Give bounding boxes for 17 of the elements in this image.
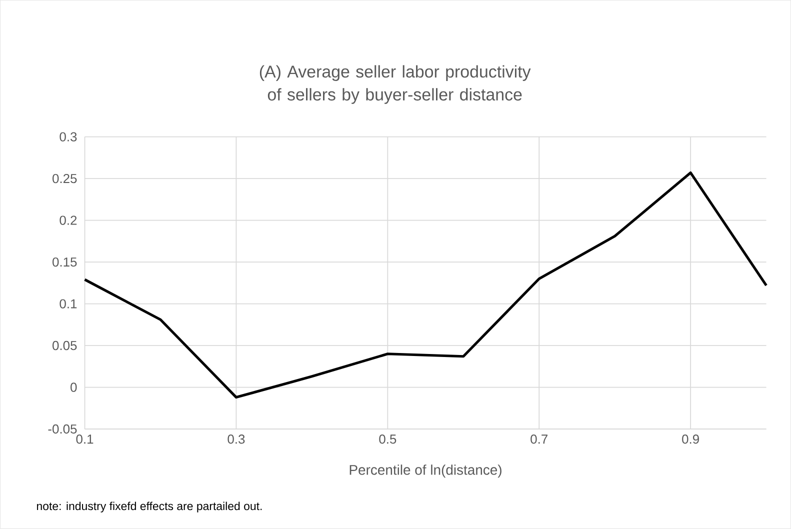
y-tick-label: 0.05 (52, 341, 77, 350)
x-axis-title: Percentile of ln(distance) (350, 464, 502, 478)
y-tick-label: -0.05 (48, 424, 77, 434)
text: note: industry fixefd effects are partailed out. (37, 502, 262, 513)
x-tick-label: 0.7 (530, 434, 548, 444)
chart-title: (A) Average seller labor productivity of sellers by buyer-seller distance (260, 65, 531, 104)
y-tick-label: 0.2 (60, 216, 77, 225)
y-tick-label: 0.25 (52, 174, 77, 184)
y-tick-label: 0.1 (60, 299, 77, 308)
x-tick-label: 0.3 (228, 434, 245, 444)
y-tick-label: 0.15 (52, 258, 77, 267)
y-tick-label: 0.3 (60, 132, 77, 142)
x-tick-label: 0.9 (682, 434, 699, 444)
line-series (83, 172, 768, 399)
x-tick-label: 0.5 (379, 434, 396, 444)
x-tick-label: 0.1 (76, 434, 94, 444)
y-tick-label: 0 (70, 382, 77, 392)
